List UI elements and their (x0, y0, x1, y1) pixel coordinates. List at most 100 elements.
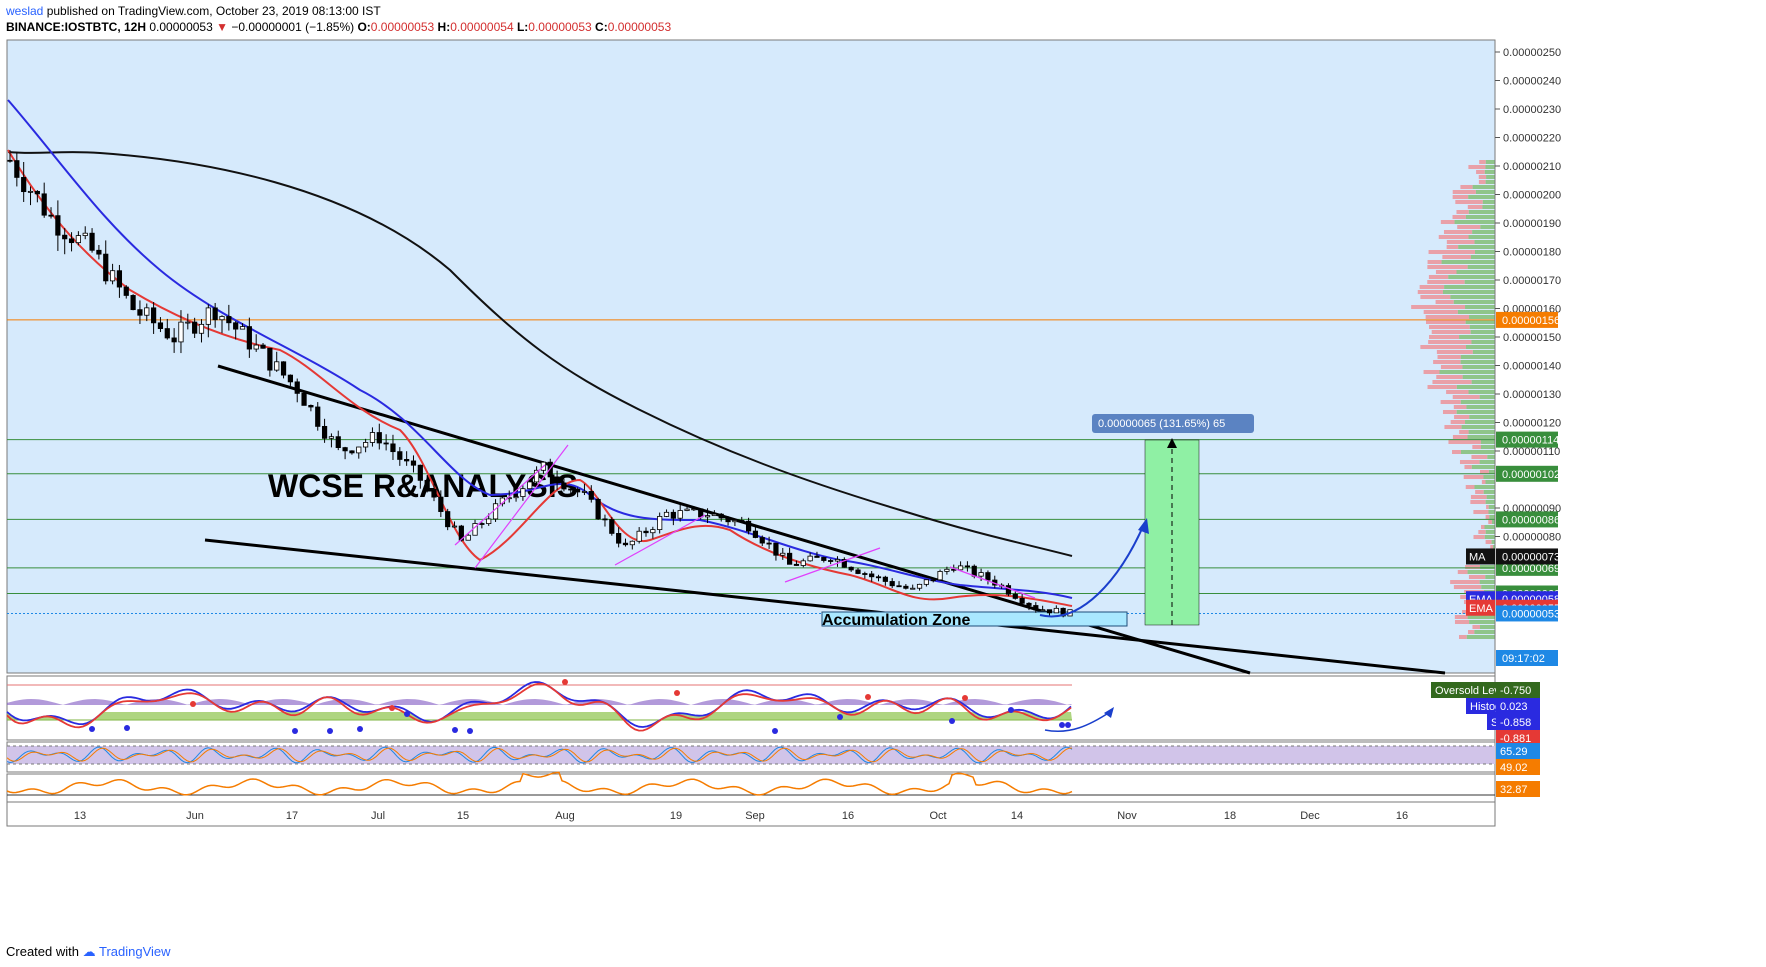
candle (1012, 591, 1018, 600)
publish-line: weslad published on TradingView.com, Oct… (6, 3, 671, 19)
candle (800, 558, 806, 568)
tradingview-brand[interactable]: TradingView (99, 944, 171, 959)
candle (205, 304, 211, 338)
time-tick-label: Jul (371, 810, 385, 822)
macd-cross-dot (1008, 707, 1014, 713)
macd-cross-dot (124, 725, 130, 731)
pane-tag-value: 49.02 (1500, 762, 1528, 774)
volume-profile-bar (1483, 490, 1495, 494)
volume-profile-bar (1472, 185, 1495, 189)
pane-tag-name: Oversold Level (1435, 685, 1508, 697)
volume-profile-bar (1485, 160, 1495, 164)
rsi-pane[interactable] (6, 773, 1496, 803)
candle (684, 505, 690, 512)
high-value: 0.00000054 (450, 20, 514, 34)
volume-profile-bar (1485, 180, 1495, 184)
candle (27, 186, 34, 206)
candle (629, 540, 635, 550)
candle (739, 516, 745, 522)
volume-profile-bar (1458, 245, 1495, 249)
volume-profile-bar (1456, 270, 1495, 274)
price-tick-label: 0.00000120 (1503, 418, 1561, 430)
author-link[interactable]: weslad (6, 4, 44, 18)
candle (602, 514, 608, 527)
volume-profile-bar (1479, 160, 1486, 164)
volume-profile-bar (1490, 545, 1493, 549)
candle (178, 310, 184, 354)
volume-profile-bar (1436, 375, 1463, 379)
candle (212, 302, 218, 328)
volume-profile-bar (1440, 220, 1455, 224)
candle (650, 526, 656, 539)
candle (274, 351, 280, 372)
candle (356, 446, 362, 459)
candle (787, 547, 793, 565)
candle (89, 228, 95, 253)
volume-profile-bar (1465, 420, 1495, 424)
candle (1005, 583, 1012, 597)
candle (233, 321, 239, 340)
time-axis-pane[interactable] (6, 801, 1496, 827)
volume-profile-bar (1468, 235, 1495, 239)
volume-profile-bar (1479, 625, 1495, 629)
volume-profile-bar (1436, 350, 1473, 354)
rsi-line (6, 771, 1073, 796)
candle (342, 446, 348, 460)
volume-profile-bar (1441, 260, 1495, 264)
created-with-label: Created with (6, 944, 79, 959)
volume-profile-bar (1479, 580, 1495, 584)
level-tag-label: 0.00000086 (1502, 514, 1560, 526)
price-tag-label: 0.00000053 (1502, 608, 1560, 620)
candle (451, 521, 458, 528)
volume-profile-bar (1479, 460, 1495, 464)
volume-profile-bar (1460, 400, 1495, 404)
volume-profile-bar (1473, 535, 1485, 539)
volume-profile-bar (1420, 345, 1467, 349)
volume-profile-bar (1485, 480, 1495, 484)
ema-slow-line (7, 99, 1073, 599)
volume-profile-bar (1465, 565, 1481, 569)
volume-profile-bar (1469, 620, 1495, 624)
rising-channel-line (614, 514, 706, 566)
macd-cross-dot (89, 726, 95, 732)
candle (1046, 609, 1053, 617)
volume-profile-bar (1485, 540, 1492, 544)
candle (657, 512, 663, 534)
volume-profile-bar (1452, 395, 1480, 399)
candle (862, 571, 868, 579)
candle (855, 568, 861, 575)
macd-cross-dot (327, 728, 333, 734)
macd-pane[interactable] (6, 675, 1496, 741)
time-tick-label: Jun (186, 810, 204, 822)
close-value: 0.00000053 (607, 20, 672, 34)
open-label: O: (357, 20, 371, 34)
projection-curve (1039, 521, 1146, 618)
volume-profile-bar (1481, 525, 1485, 529)
volume-profile-bar (1486, 175, 1495, 179)
level-tag (1496, 431, 1558, 448)
macd-cross-dot (772, 728, 778, 734)
pane-tag-value: 65.29 (1500, 746, 1528, 758)
candle (964, 561, 971, 572)
candle (75, 231, 81, 246)
main-pane[interactable] (6, 39, 1496, 674)
tradingview-logo-icon[interactable]: ☁ (82, 944, 96, 959)
candle (595, 497, 601, 520)
macd-cross-dot (865, 694, 871, 700)
candle (116, 264, 123, 298)
pane-tag-value: 0.023 (1500, 701, 1528, 713)
lower-trendline[interactable] (204, 538, 1446, 675)
publish-info: published on TradingView.com, October 23… (46, 4, 381, 18)
volume-profile-bar (1456, 385, 1495, 389)
macd-cross-dot (190, 701, 196, 707)
time-axis[interactable]: 13 Jun 17 Jul 15 Aug 19 Sep 16 Oct 14 Nov 18 Dec 16 (74, 810, 1408, 822)
volume-profile-bar (1488, 510, 1495, 514)
price-tag (1496, 605, 1558, 622)
candle (609, 517, 615, 536)
volume-profile-bar (1462, 375, 1495, 379)
volume-profile-bar (1467, 570, 1495, 574)
volume-profile-bar (1425, 315, 1470, 319)
chart-footer: Created with ☁ TradingView (6, 944, 171, 960)
volume-profile-bar (1453, 405, 1467, 409)
